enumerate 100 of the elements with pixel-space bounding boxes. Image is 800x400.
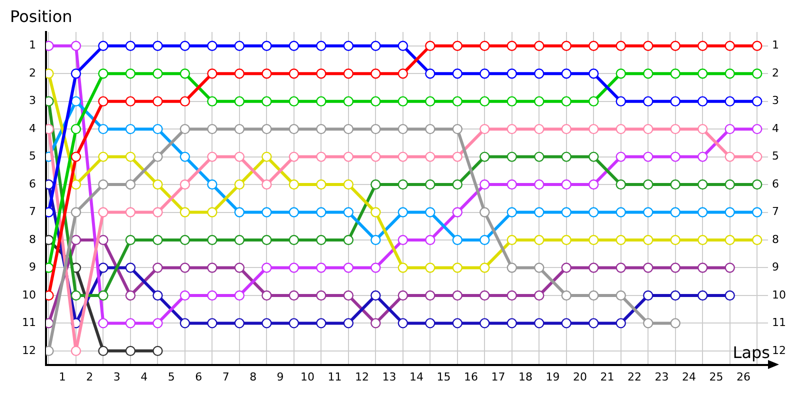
point: [207, 262, 218, 273]
point: [288, 152, 300, 162]
point: [452, 68, 463, 79]
point: [398, 179, 408, 190]
x-tick-label: 12: [355, 370, 370, 384]
point: [752, 40, 762, 51]
point: [724, 262, 735, 273]
point: [643, 262, 654, 273]
point: [70, 234, 82, 246]
point: [98, 96, 108, 106]
point: [670, 290, 680, 301]
x-tick-label: 25: [709, 370, 724, 384]
point: [262, 234, 272, 246]
point: [316, 234, 326, 246]
point: [398, 124, 408, 134]
point: [125, 96, 136, 106]
point: [506, 96, 517, 106]
y-tick-label: 3: [28, 94, 36, 108]
point: [288, 207, 300, 218]
point: [534, 318, 544, 328]
point: [70, 124, 82, 134]
point: [288, 318, 300, 328]
point: [70, 40, 82, 51]
point: [180, 207, 190, 218]
point: [724, 96, 735, 106]
x-axis-title: Laps: [732, 342, 770, 362]
point: [207, 179, 218, 190]
point: [670, 207, 680, 218]
point: [452, 40, 463, 51]
point: [262, 207, 272, 218]
point: [643, 152, 654, 162]
point: [643, 207, 654, 218]
point: [207, 124, 218, 134]
point: [152, 124, 163, 134]
point: [616, 124, 626, 134]
point: [670, 96, 680, 106]
point: [152, 179, 163, 190]
y-tick-label: 12: [22, 344, 36, 357]
point: [480, 96, 490, 106]
point: [643, 318, 654, 328]
point: [180, 96, 190, 106]
point: [534, 124, 544, 134]
point: [643, 179, 654, 190]
x-tick-label: 7: [222, 370, 230, 384]
point: [480, 207, 490, 218]
point: [670, 234, 680, 246]
point: [670, 152, 680, 162]
point: [698, 96, 708, 106]
point: [316, 96, 326, 106]
point: [534, 96, 544, 106]
y2-tick-label: 2: [772, 66, 780, 80]
point: [425, 40, 436, 51]
x-tick-label: 22: [628, 370, 642, 384]
point: [343, 234, 354, 246]
point: [125, 124, 136, 134]
y-tick-label: 9: [28, 260, 36, 274]
point: [262, 152, 272, 162]
point: [343, 152, 354, 162]
point: [724, 179, 735, 190]
x-tick-label: 13: [382, 370, 396, 384]
point: [670, 68, 680, 79]
x-tick-label: 5: [168, 370, 175, 384]
point: [425, 96, 436, 106]
point: [98, 207, 108, 218]
y2-tick-label: 8: [772, 232, 780, 246]
point: [616, 179, 626, 190]
point: [125, 152, 136, 162]
point: [534, 40, 544, 51]
x-tick-label: 18: [518, 370, 533, 384]
point: [343, 40, 354, 51]
point: [234, 207, 245, 218]
y-tick-label: 11: [22, 316, 36, 330]
point: [234, 40, 245, 51]
point: [98, 68, 108, 79]
point: [724, 40, 735, 51]
point: [288, 124, 300, 134]
point: [125, 68, 136, 79]
point: [425, 318, 436, 328]
point: [698, 40, 708, 51]
point: [398, 96, 408, 106]
point: [98, 318, 108, 328]
point: [724, 207, 735, 218]
point: [698, 152, 708, 162]
point: [398, 40, 408, 51]
point: [480, 68, 490, 79]
point: [370, 152, 381, 162]
point: [234, 234, 245, 246]
x-tick-label: 4: [140, 370, 148, 384]
point: [425, 68, 436, 79]
x-tick-label: 6: [195, 370, 202, 384]
point: [180, 68, 190, 79]
point: [288, 68, 300, 79]
point: [670, 40, 680, 51]
point: [724, 234, 735, 246]
point: [125, 234, 136, 246]
point: [288, 96, 300, 106]
point: [724, 124, 735, 134]
point: [616, 96, 626, 106]
point: [480, 124, 490, 134]
point: [152, 207, 163, 218]
